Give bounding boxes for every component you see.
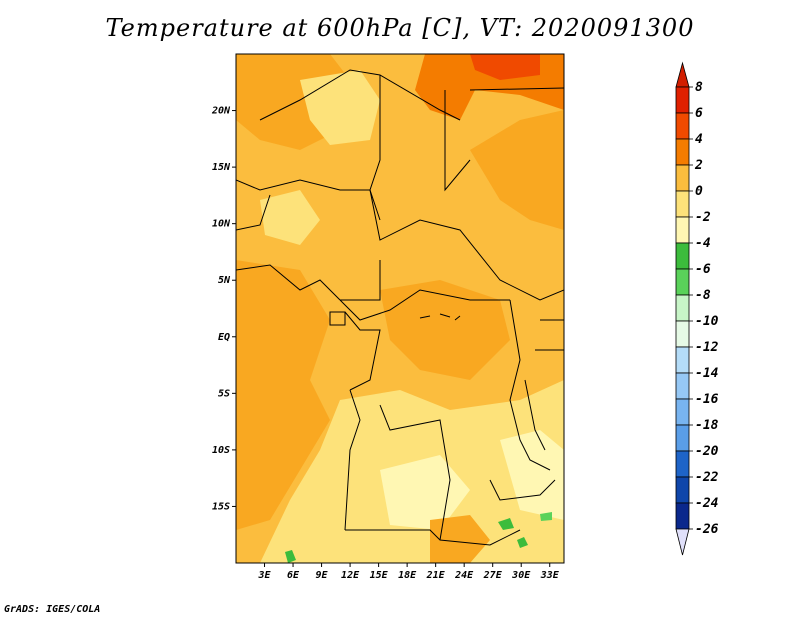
field-region-warm [380, 280, 510, 380]
colorbar-band [675, 190, 690, 218]
x-tick-label: 33E [540, 570, 560, 581]
x-tick-label: 6E [287, 570, 300, 581]
border-line [340, 260, 381, 301]
x-tick-label: 30E [511, 570, 531, 581]
field-region-warm [430, 515, 490, 563]
colorbar-band [675, 216, 690, 244]
y-tick-label: 10N [212, 219, 231, 230]
x-tick-label: 21E [426, 570, 446, 581]
border-line [524, 379, 546, 451]
colorbar-band [675, 268, 690, 296]
border-line [344, 389, 361, 531]
border-line [419, 313, 461, 321]
field-region-coolest [500, 430, 564, 520]
y-tick-label: 15N [212, 162, 231, 173]
colorbar-label: -2 [695, 210, 711, 225]
colorbar-label: -16 [695, 392, 719, 407]
field-region-green [517, 537, 528, 548]
map-frame [235, 53, 565, 564]
colorbar-band [675, 398, 690, 426]
field-region-green [540, 512, 552, 521]
y-tick-label: 5N [218, 275, 231, 286]
x-tick-label: 24E [454, 570, 474, 581]
border-line [509, 299, 551, 471]
colorbar-label: 6 [695, 106, 703, 121]
colorbar-band [675, 424, 690, 452]
field-region-warm [236, 260, 330, 530]
border-line [369, 75, 381, 221]
border-line [236, 194, 271, 231]
colorbar-label: -14 [695, 366, 719, 381]
colorbar-label: -6 [695, 262, 711, 277]
x-tick-label: 27E [483, 570, 503, 581]
border-line [339, 289, 510, 321]
y-axis: 20N 15N 10N 5N EQ 5S 10S 15S [211, 106, 236, 512]
y-tick-label: 20N [211, 106, 231, 117]
colorbar-band [675, 164, 690, 192]
colorbar-band [675, 476, 690, 504]
y-tick-label: 10S [212, 445, 230, 456]
border-line [469, 87, 564, 91]
colorbar-band [675, 320, 690, 348]
field-region-cool [260, 190, 320, 245]
colorbar-bottom-arrow [675, 528, 690, 556]
x-tick-label: 9E [316, 570, 329, 581]
y-tick-label: 15S [212, 501, 230, 512]
colorbar-label: -18 [695, 418, 719, 433]
colorbar-label: -26 [695, 522, 719, 537]
colorbar-band [675, 138, 690, 166]
field-region-green [285, 550, 296, 563]
colorbar-band [675, 86, 690, 114]
temperature-field [236, 54, 564, 563]
border-line [236, 179, 370, 191]
colorbar-top-arrow [675, 61, 690, 88]
y-tick-label: 5S [218, 388, 230, 399]
field-region-coolest [380, 455, 470, 530]
x-axis: 3E 6E 9E 12E 15E 18E 21E 24E 27E 30E 33E [257, 563, 560, 581]
colorbar: 8 6 4 2 0 -2 -4 -6 -8 -10 -12 -14 -16 -18 -20 -22 -24 -26 [675, 61, 719, 556]
colorbar-band [675, 242, 690, 270]
x-tick-label: 3E [257, 570, 271, 581]
x-tick-label: 12E [341, 570, 360, 581]
colorbar-band [675, 372, 690, 400]
colorbar-label: -12 [695, 340, 719, 355]
border-line [259, 69, 461, 121]
border-line [329, 311, 346, 326]
border-line [369, 189, 564, 301]
colorbar-label: 4 [695, 132, 703, 147]
border-line [489, 479, 556, 501]
border-line [379, 404, 451, 541]
border-line [344, 311, 381, 391]
colorbar-label: -4 [695, 236, 711, 251]
colorbar-label: 8 [695, 80, 703, 95]
colorbar-label: -10 [695, 314, 719, 329]
colorbar-label: 2 [694, 158, 703, 173]
colorbar-band [675, 502, 690, 530]
colorbar-band [675, 450, 690, 478]
y-tick-label: EQ [218, 332, 230, 343]
border-line [236, 264, 341, 301]
colorbar-label: 0 [695, 184, 703, 199]
field-region-green [498, 518, 514, 530]
grads-credit: GrADS: IGES/COLA [4, 604, 101, 615]
x-tick-label: 15E [370, 570, 389, 581]
country-borders [236, 69, 564, 546]
x-tick-label: 18E [398, 570, 417, 581]
field-region-warm [470, 110, 564, 230]
colorbar-label: -24 [695, 496, 719, 511]
colorbar-band [675, 346, 690, 374]
colorbar-label: -22 [695, 470, 719, 485]
colorbar-band [675, 112, 690, 140]
border-line [345, 529, 521, 546]
field-region-cool [300, 70, 380, 145]
map-title: Temperature at 600hPa [C], VT: 202009130… [105, 14, 695, 42]
colorbar-band [675, 294, 690, 322]
field-region-hottest [470, 54, 540, 80]
colorbar-label: -8 [695, 288, 711, 303]
border-line [444, 90, 471, 192]
colorbar-label: -20 [695, 444, 719, 459]
